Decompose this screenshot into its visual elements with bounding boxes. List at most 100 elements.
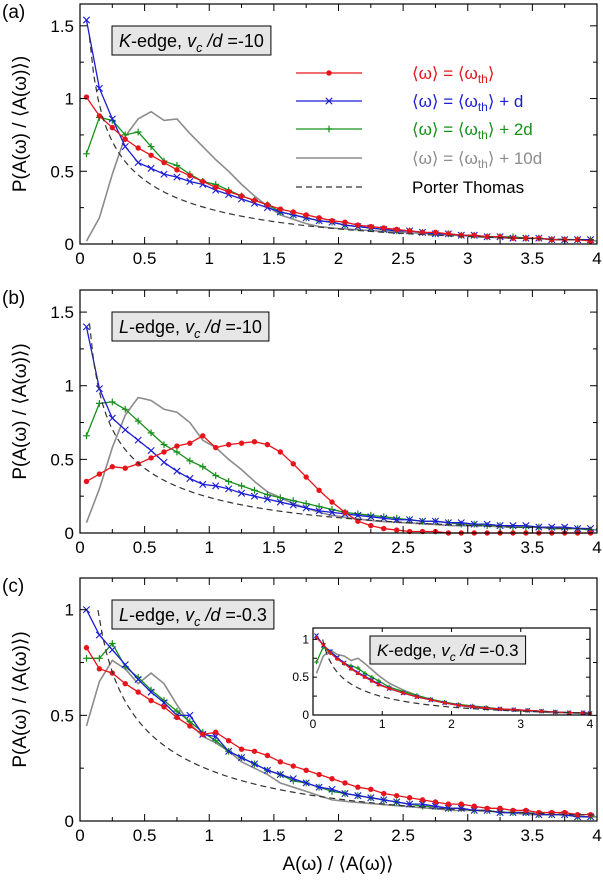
panel-condition: L-edge, vc /d =-10: [111, 311, 270, 342]
y-tick-label: 0.5: [50, 450, 74, 469]
panel-condition: L-edge, vc /d =-0.3: [111, 599, 275, 630]
series-line-red: [85, 96, 591, 242]
data-point-blue: [431, 517, 440, 525]
chart-panel-0: 0 0.5 1 1.5 2 2.5 3 3.5 4 0 0.5 1 1.5 (a) K-edge, vc /…: [2, 2, 602, 268]
panel-condition-text: L-edge, vc /d =-0.3: [119, 605, 267, 629]
data-point-green: [147, 143, 155, 150]
data-point-red: [161, 159, 167, 166]
data-point-red: [251, 197, 258, 204]
data-point-red: [342, 219, 348, 225]
data-point-red: [497, 805, 503, 812]
x-tick-label: 3: [463, 826, 472, 845]
x-tick-label: 0: [75, 249, 84, 268]
data-point-green: [173, 707, 181, 715]
legend-label: ⟨ω⟩ = ⟨ωth⟩ + 10d: [412, 149, 542, 171]
data-point-blue: [341, 789, 349, 798]
data-point-green: [355, 665, 361, 671]
series-red: [314, 636, 592, 716]
data-point-blue: [95, 385, 103, 393]
data-point-red: [251, 748, 258, 754]
data-point-green: [362, 671, 368, 676]
data-point-green: [354, 510, 362, 518]
data-point-red: [174, 167, 180, 173]
x-tick-label: 4: [587, 717, 594, 731]
data-point-red: [238, 193, 245, 199]
data-point-red: [314, 636, 319, 640]
data-point-red: [419, 797, 426, 803]
series-line-red: [85, 647, 591, 816]
data-point-red: [329, 776, 335, 782]
data-point-green: [369, 674, 375, 680]
legend-item-green: ⟨ω⟩ = ⟨ωth⟩ + 2d: [296, 120, 533, 142]
data-point-red: [458, 232, 464, 238]
data-point-green: [108, 640, 116, 647]
data-point-red: [200, 731, 206, 738]
data-point-green: [393, 514, 401, 522]
chart-panel-1: 0 0.5 1 1.5 2 2.5 3 3.5 4 0 0.5 1 1.5 (b) L-edge, vc /…: [2, 288, 602, 557]
data-point-red: [213, 729, 219, 735]
data-point-blue: [380, 796, 388, 804]
series-red: [83, 433, 594, 536]
data-point-blue: [250, 760, 259, 768]
y-axis-label: P(A(ω) / ⟨A(ω)⟩): [10, 56, 31, 192]
data-point-blue: [276, 770, 284, 779]
data-point-red: [335, 657, 339, 661]
data-point-red: [148, 152, 154, 158]
data-point-red: [316, 771, 322, 778]
data-point-green: [314, 659, 319, 665]
inset-condition: K-edge, vc /d =-0.3: [369, 635, 527, 665]
x-tick-label: 0: [75, 826, 84, 845]
data-point-blue: [147, 446, 155, 455]
data-point-green: [83, 654, 90, 662]
porter-thomas-curve: [97, 609, 598, 816]
data-point-red: [381, 225, 387, 231]
y-tick-label: 0: [65, 235, 74, 254]
data-point-red: [342, 661, 346, 666]
data-point-blue: [147, 164, 155, 172]
x-tick-label: 4: [592, 826, 601, 845]
data-point-red: [587, 238, 594, 244]
panel-label: (b): [2, 288, 25, 309]
data-point-blue: [250, 492, 259, 500]
data-point-red: [370, 679, 374, 683]
data-point-green: [186, 457, 194, 465]
data-point-red: [251, 438, 258, 445]
data-point-red: [342, 509, 348, 516]
data-point-red: [497, 234, 503, 240]
data-point-blue: [418, 800, 427, 808]
data-point-green: [134, 128, 142, 136]
legend-item-blue: ⟨ω⟩ = ⟨ωth⟩ + d: [296, 92, 523, 114]
data-point-red: [303, 767, 309, 773]
data-point-green: [95, 400, 103, 407]
porter-thomas-curve: [88, 323, 598, 530]
data-point-blue: [496, 808, 504, 817]
data-point-blue: [108, 646, 116, 654]
data-point-red: [445, 231, 452, 237]
legend: ⟨ω⟩ = ⟨ωth⟩ ⟨ω⟩ = ⟨ωth⟩ + d ⟨ω⟩ = ⟨ωth⟩ + …: [296, 64, 542, 197]
x-tick-label: 1.5: [262, 538, 286, 557]
data-point-blue: [367, 513, 375, 521]
y-tick-label: 0: [65, 812, 74, 831]
x-tick-label: 1: [205, 826, 214, 845]
data-point-blue: [160, 170, 168, 178]
data-point-green: [134, 417, 142, 425]
data-point-red: [83, 645, 90, 651]
data-point-red: [387, 686, 391, 691]
x-tick-label: 3.5: [521, 249, 545, 268]
data-point-red: [264, 752, 271, 759]
data-point-red: [83, 478, 90, 485]
data-point-red: [393, 527, 400, 533]
data-point-red: [567, 710, 571, 715]
x-tick-label: 1: [205, 249, 214, 268]
data-point-blue: [393, 798, 401, 806]
data-point-red: [445, 801, 452, 807]
y-tick-label: 1: [65, 377, 74, 396]
data-point-red: [415, 695, 419, 699]
data-point-green: [212, 472, 220, 479]
data-point-blue: [561, 523, 569, 531]
data-point-blue: [263, 495, 272, 503]
data-point-red: [368, 223, 374, 230]
y-tick-label: 0.5: [292, 670, 309, 684]
data-point-red: [277, 206, 284, 212]
